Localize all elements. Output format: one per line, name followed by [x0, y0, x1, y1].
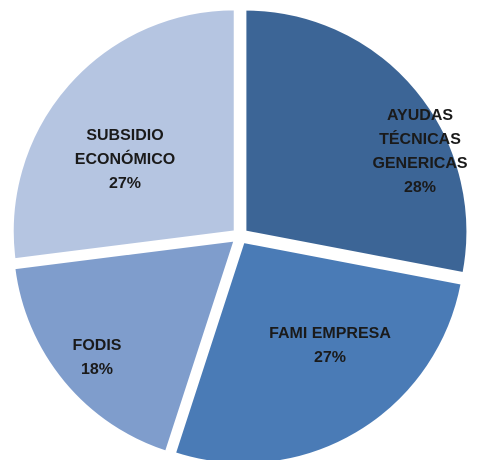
pie-slice — [13, 239, 237, 453]
value-label: 28% — [403, 179, 437, 196]
slice-label: FODIS 18% — [37, 334, 157, 382]
slice-label: AYUDAS TÉCNICAS GENERICAS 28% — [360, 104, 480, 200]
pie-slice — [244, 8, 469, 275]
value-label: 27% — [313, 349, 347, 366]
category-label: FAMI EMPRESA — [269, 325, 391, 342]
category-label: FODIS — [72, 337, 122, 354]
value-label: 18% — [80, 361, 114, 378]
category-label: SUBSIDIO ECONÓMICO — [74, 127, 176, 168]
slice-label: SUBSIDIO ECONÓMICO 27% — [60, 124, 190, 196]
pie-slice — [11, 8, 236, 261]
slice-label: FAMI EMPRESA 27% — [230, 322, 430, 370]
category-label: AYUDAS TÉCNICAS GENERICAS — [372, 107, 468, 172]
pie-slice — [173, 240, 463, 460]
value-label: 27% — [108, 175, 142, 192]
